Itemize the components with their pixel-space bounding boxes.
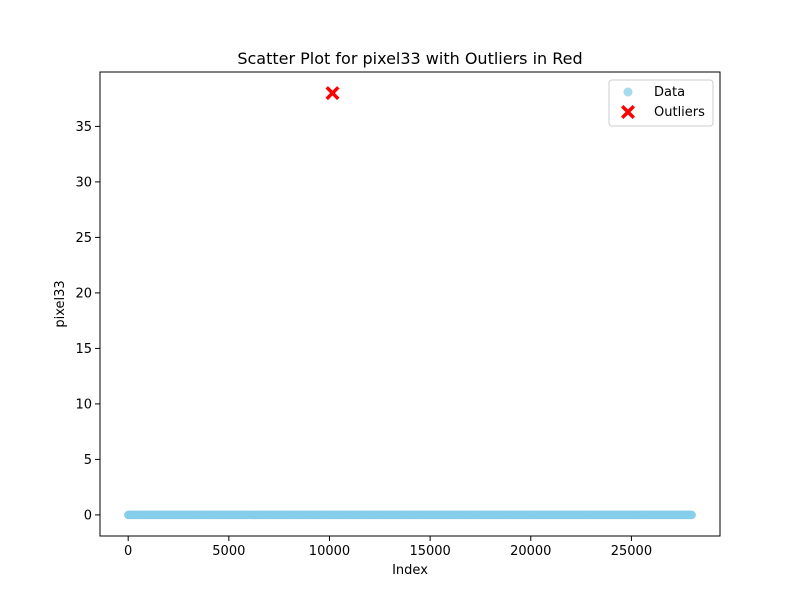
x-tick-label: 10000 bbox=[309, 544, 350, 559]
y-tick-label: 30 bbox=[75, 175, 92, 190]
legend-data-label: Data bbox=[654, 85, 685, 100]
legend-outlier-marker bbox=[621, 105, 635, 119]
x-axis-label: Index bbox=[392, 563, 428, 578]
y-tick-label: 5 bbox=[84, 453, 92, 468]
y-tick-label: 25 bbox=[75, 231, 92, 246]
y-tick-label: 15 bbox=[75, 342, 92, 357]
y-tick-label: 35 bbox=[75, 120, 92, 135]
y-tick-label: 20 bbox=[75, 286, 92, 301]
chart-title: Scatter Plot for pixel33 with Outliers i… bbox=[237, 49, 582, 68]
y-axis: 0 5 10 15 20 25 30 35 bbox=[75, 120, 100, 523]
y-tick-label: 10 bbox=[75, 397, 92, 412]
outlier-point bbox=[325, 86, 340, 101]
x-axis: 0 5000 10000 15000 20000 25000 bbox=[124, 536, 652, 559]
x-tick-label: 5000 bbox=[212, 544, 245, 559]
data-layer bbox=[123, 86, 696, 520]
x-tick-label: 15000 bbox=[409, 544, 450, 559]
legend: Data Outliers bbox=[608, 79, 714, 127]
data-point bbox=[687, 510, 696, 520]
x-tick-label: 25000 bbox=[611, 544, 652, 559]
legend-box bbox=[608, 79, 714, 127]
x-tick-label: 20000 bbox=[510, 544, 551, 559]
legend-outlier-label: Outliers bbox=[654, 105, 705, 120]
plot-frame bbox=[99, 71, 721, 537]
y-tick-label: 0 bbox=[84, 508, 92, 523]
legend-data-marker bbox=[623, 87, 633, 97]
y-axis-label: pixel33 bbox=[53, 280, 68, 327]
x-tick-label: 0 bbox=[124, 544, 132, 559]
